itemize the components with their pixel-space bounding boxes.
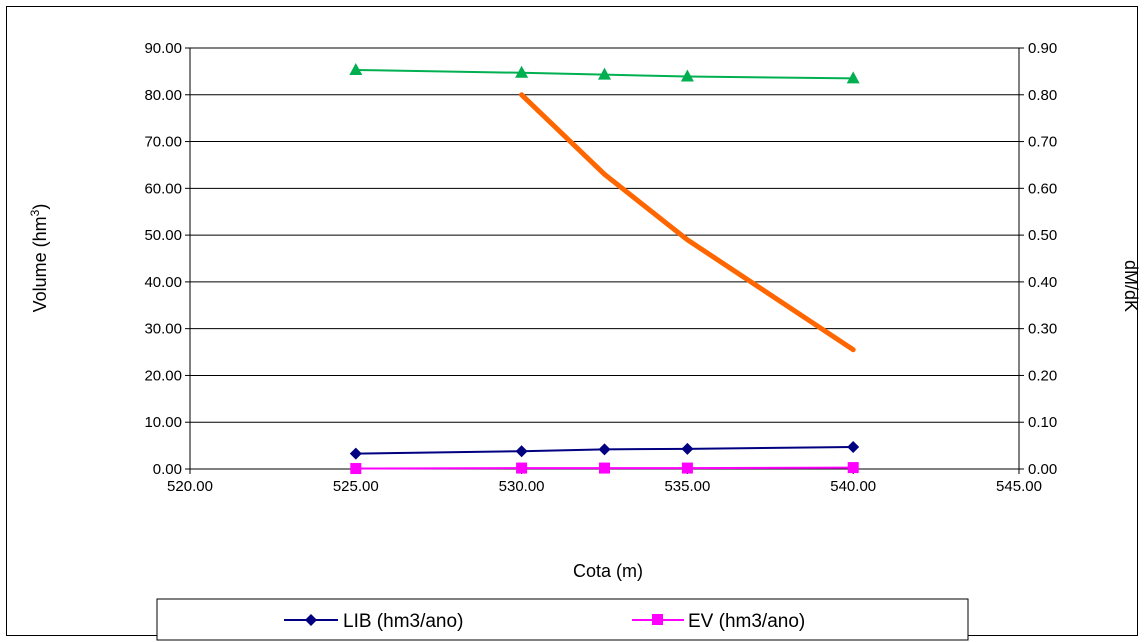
x-tick-label: 545.00 bbox=[996, 478, 1042, 495]
y2-tick-label: 0.40 bbox=[1028, 274, 1057, 291]
legend-label-ev: EV (hm3/ano) bbox=[688, 611, 805, 632]
x-tick-label: 535.00 bbox=[664, 478, 710, 495]
data-point bbox=[599, 462, 610, 474]
y-tick-label: 60.00 bbox=[144, 180, 182, 197]
y2-axis-title: dM/dK bbox=[1121, 260, 1141, 312]
data-point bbox=[515, 65, 529, 78]
legend-marker-ev bbox=[652, 614, 663, 625]
y2-tick-label: 0.60 bbox=[1028, 180, 1057, 197]
data-point bbox=[515, 445, 528, 458]
chart-frame bbox=[6, 6, 1138, 636]
legend-marker-lib bbox=[305, 614, 317, 626]
legend-box bbox=[156, 598, 969, 641]
y2-tick-label: 0.70 bbox=[1028, 134, 1057, 151]
legend-item-ev: EV (hm3/ano) bbox=[632, 611, 805, 632]
data-point bbox=[847, 441, 860, 454]
y-tick-label: 0.00 bbox=[153, 461, 182, 478]
y2-tick-label: 0.80 bbox=[1028, 87, 1057, 104]
x-tick-label: 525.00 bbox=[333, 478, 379, 495]
y2-tick-label: 0.00 bbox=[1028, 461, 1057, 478]
x-tick-label: 530.00 bbox=[499, 478, 545, 495]
data-point bbox=[516, 462, 528, 474]
y-axis-title: Volume (hm3) bbox=[28, 204, 50, 313]
legend: LIB (hm3/ano) EV (hm3/ano) bbox=[156, 598, 969, 641]
data-point bbox=[598, 67, 611, 80]
data-point bbox=[349, 62, 363, 75]
y-tick-label: 90.00 bbox=[144, 40, 182, 57]
data-point bbox=[681, 442, 694, 455]
data-point bbox=[350, 463, 362, 475]
data-point bbox=[681, 462, 693, 474]
data-point bbox=[349, 447, 362, 460]
y2-tick-label: 0.20 bbox=[1028, 367, 1057, 384]
y2-tick-label: 0.10 bbox=[1028, 414, 1057, 431]
y-tick-label: 50.00 bbox=[144, 227, 182, 244]
data-point bbox=[846, 71, 860, 84]
y-tick-label: 80.00 bbox=[144, 87, 182, 104]
y-tick-label: 30.00 bbox=[144, 321, 182, 338]
y-tick-label: 10.00 bbox=[144, 414, 182, 431]
data-point bbox=[847, 462, 859, 474]
series-line-3 bbox=[519, 92, 856, 353]
x-axis-title: Cota (m) bbox=[573, 561, 643, 581]
y-tick-label: 20.00 bbox=[144, 367, 182, 384]
data-point bbox=[598, 443, 611, 456]
y-tick-label: 40.00 bbox=[144, 274, 182, 291]
legend-item-lib: LIB (hm3/ano) bbox=[284, 611, 463, 632]
y2-tick-label: 0.30 bbox=[1028, 321, 1057, 338]
legend-label-lib: LIB (hm3/ano) bbox=[343, 611, 463, 632]
x-tick-label: 520.00 bbox=[167, 478, 213, 495]
data-point bbox=[680, 69, 694, 82]
y2-tick-label: 0.90 bbox=[1028, 40, 1057, 57]
y-tick-label: 70.00 bbox=[144, 134, 182, 151]
y2-tick-label: 0.50 bbox=[1028, 227, 1057, 244]
x-tick-label: 540.00 bbox=[830, 478, 876, 495]
